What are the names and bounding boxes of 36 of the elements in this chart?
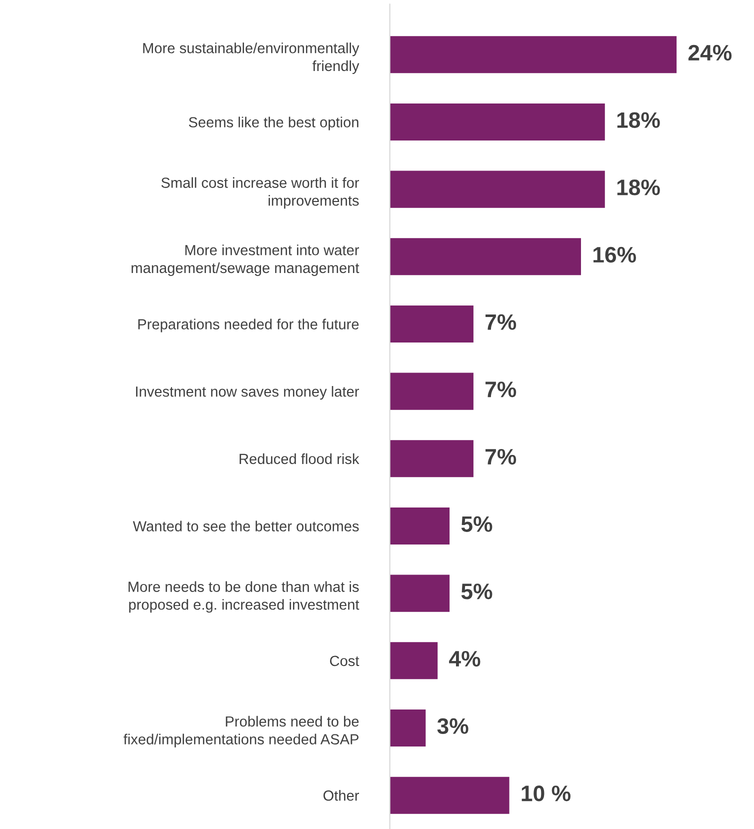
bar xyxy=(390,36,677,74)
data-label: 24% xyxy=(688,44,732,61)
data-label: 4% xyxy=(449,650,480,667)
bar xyxy=(390,709,426,747)
bar xyxy=(390,574,450,612)
bar xyxy=(390,170,605,208)
y-tick-label: Investment now saves money later xyxy=(136,386,360,400)
data-label: 18% xyxy=(617,112,660,128)
data-label: 7% xyxy=(486,314,516,330)
y-tick-label: Problems need to be fixed/implementations needed ASAP xyxy=(124,716,359,748)
bar xyxy=(390,776,510,814)
bar xyxy=(390,372,474,410)
bar xyxy=(390,103,605,140)
data-label: 10 % xyxy=(522,786,570,802)
bar xyxy=(390,642,438,680)
y-tick-label: Other xyxy=(323,790,360,801)
y-tick-label: Cost xyxy=(330,656,360,666)
data-label: 5% xyxy=(461,584,492,600)
data-label: 18% xyxy=(617,180,660,196)
bar xyxy=(390,305,474,343)
y-tick-label: Reduced flood risk xyxy=(240,453,360,464)
bar xyxy=(390,507,450,545)
data-label: 7% xyxy=(486,382,516,398)
bar xyxy=(390,238,581,276)
y-tick-label: Preparations needed for the future xyxy=(138,318,359,332)
data-label: 7% xyxy=(486,448,516,465)
y-tick-label: Seems like the best option xyxy=(188,116,358,130)
data-label: 3% xyxy=(437,718,468,734)
y-tick-label: Small cost increase worth it for improvements xyxy=(161,177,360,209)
y-tick-label: More investment into water management/sewage management xyxy=(132,244,360,276)
y-tick-label: More needs to be done than what is proposed e.g. increased investment xyxy=(128,581,360,613)
bar xyxy=(390,440,474,478)
y-tick-label: More sustainable/environmentally friendly xyxy=(143,42,360,74)
y-tick-label: Wanted to see the better outcomes xyxy=(132,520,359,532)
data-label: 16% xyxy=(594,246,636,263)
data-label: 5% xyxy=(461,516,492,532)
